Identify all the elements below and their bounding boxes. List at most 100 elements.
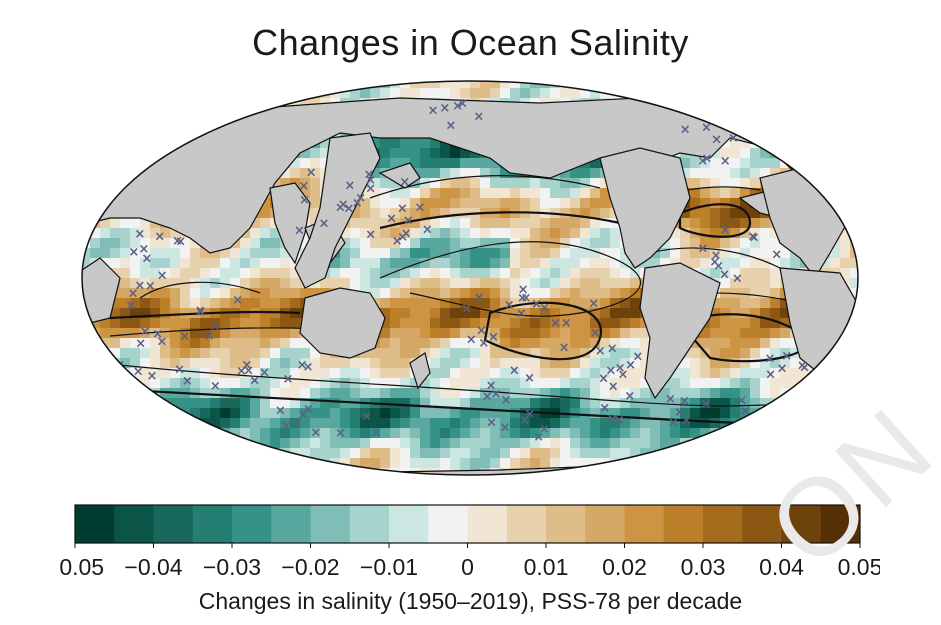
- svg-text:×: ×: [828, 363, 839, 378]
- svg-text:×: ×: [679, 394, 690, 409]
- svg-text:×: ×: [128, 245, 139, 260]
- colorbar-swatch: [546, 505, 586, 543]
- svg-text:×: ×: [713, 259, 724, 274]
- svg-text:×: ×: [414, 200, 425, 215]
- svg-text:×: ×: [210, 379, 221, 394]
- colorbar-swatch: [663, 505, 704, 543]
- svg-text:×: ×: [728, 131, 739, 146]
- svg-text:×: ×: [474, 290, 485, 305]
- svg-text:×: ×: [614, 413, 625, 428]
- colorbar-swatch: [585, 505, 625, 543]
- svg-text:×: ×: [204, 329, 215, 344]
- svg-text:×: ×: [732, 272, 743, 287]
- svg-text:×: ×: [590, 326, 601, 341]
- svg-text:×: ×: [697, 154, 708, 169]
- svg-text:×: ×: [303, 402, 314, 417]
- svg-text:×: ×: [680, 123, 691, 138]
- svg-text:×: ×: [145, 279, 156, 294]
- svg-text:×: ×: [294, 224, 305, 239]
- svg-text:×: ×: [275, 403, 286, 418]
- svg-text:×: ×: [281, 419, 292, 434]
- colorbar-tick-label: −0.04: [124, 554, 182, 580]
- svg-text:×: ×: [445, 118, 456, 133]
- svg-text:×: ×: [154, 230, 165, 245]
- svg-text:×: ×: [439, 101, 450, 116]
- colorbar-swatch: [75, 505, 115, 543]
- svg-text:×: ×: [624, 389, 635, 404]
- svg-text:×: ×: [114, 358, 125, 373]
- svg-text:×: ×: [125, 299, 136, 314]
- svg-text:×: ×: [797, 358, 808, 373]
- svg-text:×: ×: [632, 350, 643, 365]
- svg-text:×: ×: [392, 234, 403, 249]
- svg-text:×: ×: [501, 393, 512, 408]
- svg-text:×: ×: [765, 367, 776, 382]
- svg-text:×: ×: [818, 367, 829, 382]
- svg-text:×: ×: [135, 336, 146, 351]
- svg-text:×: ×: [179, 329, 190, 344]
- svg-text:×: ×: [127, 286, 138, 301]
- colorbar-swatch: [349, 505, 390, 543]
- svg-text:×: ×: [771, 248, 782, 263]
- colorbar-swatch: [467, 505, 508, 543]
- svg-text:×: ×: [365, 173, 376, 188]
- svg-text:×: ×: [777, 361, 788, 376]
- svg-text:×: ×: [236, 364, 247, 379]
- svg-text:×: ×: [539, 422, 550, 437]
- svg-text:×: ×: [365, 182, 376, 197]
- svg-text:×: ×: [749, 230, 760, 245]
- colorbar-tick-label: 0.04: [759, 554, 804, 580]
- svg-text:×: ×: [668, 416, 679, 431]
- svg-text:×: ×: [297, 358, 308, 373]
- colorbar-swatch: [389, 505, 429, 543]
- svg-text:×: ×: [517, 291, 528, 306]
- colorbar-swatch: [271, 505, 311, 543]
- svg-text:×: ×: [740, 404, 751, 419]
- svg-text:×: ×: [711, 132, 722, 147]
- svg-text:×: ×: [478, 336, 489, 351]
- svg-text:×: ×: [524, 371, 535, 386]
- svg-text:×: ×: [403, 214, 414, 229]
- colorbar-tick-label: 0.02: [602, 554, 647, 580]
- svg-text:×: ×: [625, 358, 636, 373]
- svg-text:×: ×: [146, 369, 157, 384]
- svg-text:×: ×: [319, 217, 330, 232]
- svg-text:×: ×: [241, 358, 252, 373]
- svg-text:×: ×: [361, 409, 372, 424]
- svg-text:×: ×: [371, 425, 382, 440]
- svg-text:×: ×: [821, 369, 832, 384]
- svg-text:×: ×: [488, 330, 499, 345]
- colorbar-tick-label: 0.03: [681, 554, 726, 580]
- svg-text:×: ×: [533, 430, 544, 445]
- svg-text:×: ×: [138, 242, 149, 257]
- salinity-map: ×××××××× ×××××××××× ×××× ××××××××××××× ×××××…: [81, 80, 859, 476]
- svg-text:×: ×: [482, 390, 493, 405]
- svg-text:×: ×: [466, 333, 477, 348]
- svg-text:×: ×: [298, 408, 309, 423]
- colorbar-swatch: [506, 505, 547, 543]
- colorbar-swatch: [428, 505, 468, 543]
- svg-text:×: ×: [209, 319, 220, 334]
- svg-text:×: ×: [397, 230, 408, 245]
- svg-text:×: ×: [559, 340, 570, 355]
- svg-text:×: ×: [831, 362, 842, 377]
- colorbar-swatch: [192, 505, 233, 543]
- svg-text:×: ×: [486, 416, 497, 431]
- svg-text:×: ×: [386, 211, 397, 226]
- svg-text:×: ×: [702, 152, 713, 167]
- svg-text:×: ×: [518, 282, 529, 297]
- svg-text:×: ×: [476, 323, 487, 338]
- svg-text:×: ×: [152, 327, 163, 342]
- svg-text:×: ×: [195, 303, 206, 318]
- svg-text:×: ×: [561, 316, 572, 331]
- colorbar-tick-label: −0.01: [360, 554, 418, 580]
- svg-text:×: ×: [588, 296, 599, 311]
- svg-text:×: ×: [700, 397, 711, 412]
- colorbar-tick-label: −0.05: [60, 554, 104, 580]
- svg-text:×: ×: [303, 360, 314, 375]
- svg-text:×: ×: [335, 426, 346, 441]
- svg-text:×: ×: [157, 334, 168, 349]
- svg-text:×: ×: [259, 365, 270, 380]
- svg-text:×: ×: [504, 298, 515, 313]
- svg-text:×: ×: [500, 421, 511, 436]
